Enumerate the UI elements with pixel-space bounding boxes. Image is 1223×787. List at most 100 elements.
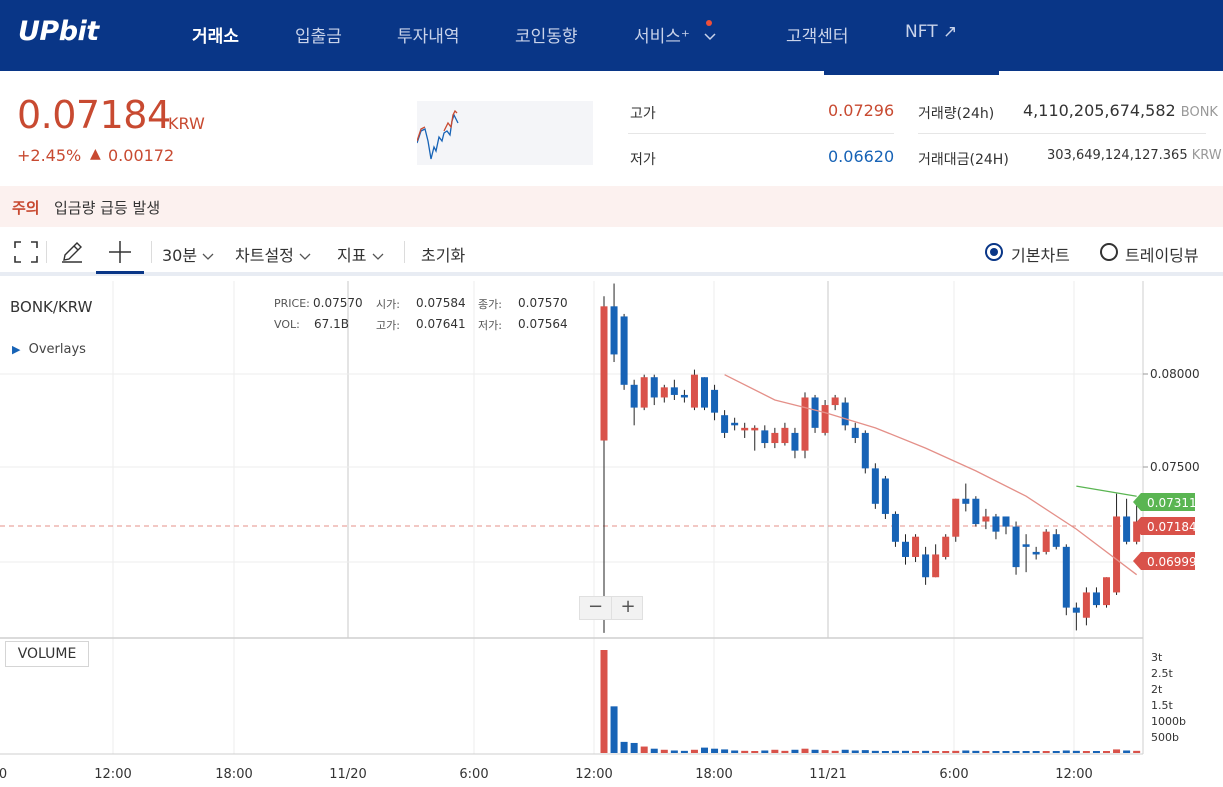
candle-body[interactable]: [1133, 521, 1141, 542]
indicators-menu[interactable]: 지표: [337, 242, 384, 266]
basic-chart-label[interactable]: 기본차트: [1011, 246, 1070, 265]
candle-body[interactable]: [1022, 544, 1030, 547]
volume-bar: [670, 750, 678, 753]
candle-body[interactable]: [982, 516, 990, 522]
nav-indicator: [824, 71, 999, 75]
candle-body[interactable]: [861, 432, 869, 469]
volume-bar: [761, 750, 769, 753]
candle-body[interactable]: [771, 432, 779, 444]
candle-body[interactable]: [701, 377, 708, 408]
candle-body[interactable]: [1002, 516, 1010, 527]
candle-body[interactable]: [680, 394, 688, 398]
fullscreen-icon[interactable]: [14, 241, 38, 263]
candle-body[interactable]: [821, 405, 829, 433]
candle-body[interactable]: [1062, 546, 1070, 608]
candle-body[interactable]: [670, 387, 678, 395]
pencil-icon[interactable]: [60, 240, 84, 264]
chevron-down-icon: [704, 33, 716, 41]
candle-body[interactable]: [932, 554, 940, 578]
interval-select[interactable]: 30분: [162, 242, 214, 266]
nav-customer-center[interactable]: 고객센터: [786, 27, 849, 47]
moving-average-line: [1076, 485, 1137, 497]
nav-deposit-withdraw[interactable]: 입출금: [295, 27, 342, 47]
crosshair-icon[interactable]: [108, 240, 132, 264]
nav-investments[interactable]: 투자내역: [397, 27, 460, 47]
upbit-logo[interactable]: UPbit: [18, 16, 99, 47]
candle-body[interactable]: [761, 430, 769, 444]
volume-bar: [801, 748, 809, 753]
volume-bar: [620, 741, 628, 753]
nav-exchange[interactable]: 거래소: [192, 27, 239, 47]
candle-body[interactable]: [640, 377, 648, 408]
volume-pane-label[interactable]: VOLUME: [5, 641, 89, 667]
candle-body[interactable]: [942, 536, 950, 557]
warning-text: 입금량 급등 발생: [54, 199, 161, 217]
candle-body[interactable]: [650, 377, 658, 398]
candle-body[interactable]: [972, 498, 980, 525]
candle-body[interactable]: [1032, 551, 1040, 555]
reset-button[interactable]: 초기화: [421, 246, 466, 265]
candle-body[interactable]: [660, 387, 668, 398]
zoom-out-button[interactable]: −: [580, 596, 612, 620]
candle-body[interactable]: [600, 306, 608, 441]
volume-bar: [1072, 750, 1080, 753]
candle-body[interactable]: [851, 427, 859, 438]
candle-body[interactable]: [1082, 592, 1090, 618]
candle-body[interactable]: [952, 498, 960, 537]
price-axis: 0.08000 0.07500: [1143, 367, 1200, 474]
amount-24h-value: 303,649,124,127.365 KRW: [1047, 148, 1222, 163]
volume-bar: [1012, 751, 1020, 753]
candle-body[interactable]: [741, 427, 749, 431]
candle-body[interactable]: [902, 541, 909, 557]
nav-coin-trends[interactable]: 코인동향: [515, 27, 578, 47]
candle-body[interactable]: [962, 498, 970, 504]
candle-body[interactable]: [731, 422, 739, 426]
candle-body[interactable]: [721, 415, 729, 433]
candle-body[interactable]: [912, 536, 920, 557]
candle-body[interactable]: [1092, 592, 1100, 606]
tradingview-label[interactable]: 트레이딩뷰: [1125, 246, 1199, 265]
candle-body[interactable]: [1113, 516, 1121, 593]
chevron-down-icon: [372, 253, 384, 260]
volume-bar: [701, 747, 708, 753]
price-tag-text: 0.06999: [1147, 555, 1197, 569]
warning-banner: [0, 186, 1223, 227]
candle-body[interactable]: [751, 427, 759, 431]
candlestick-chart[interactable]: 0.08000 0.07500 0.07311 0.07184 0.06999 …: [0, 281, 1223, 787]
volume-bar: [630, 742, 638, 753]
candle-body[interactable]: [831, 397, 839, 406]
overlays-toggle[interactable]: ▶ Overlays: [12, 342, 86, 357]
candle-body[interactable]: [992, 516, 1000, 532]
nav-nft[interactable]: NFT ↗: [905, 22, 958, 42]
candle-body[interactable]: [1072, 607, 1080, 613]
candle-body[interactable]: [841, 402, 849, 426]
chart-settings-menu[interactable]: 차트설정: [235, 242, 311, 266]
candle-body[interactable]: [791, 432, 799, 451]
candle-body[interactable]: [871, 468, 879, 504]
candle-body[interactable]: [781, 427, 789, 444]
volume-bar: [1113, 749, 1121, 753]
candle-body[interactable]: [1042, 531, 1050, 552]
candle-body[interactable]: [1123, 516, 1131, 542]
candle-body[interactable]: [620, 316, 628, 385]
candle-body[interactable]: [891, 513, 899, 542]
volume-bar: [751, 751, 759, 753]
basic-chart-radio[interactable]: [985, 243, 1003, 261]
candle-body[interactable]: [881, 478, 889, 514]
low-label: 저가: [630, 152, 656, 168]
zoom-in-button[interactable]: +: [620, 596, 636, 617]
candle-body[interactable]: [1052, 534, 1060, 547]
candle-body[interactable]: [801, 397, 809, 451]
candle-body[interactable]: [711, 389, 719, 413]
candle-body[interactable]: [690, 374, 698, 408]
candle-body[interactable]: [630, 384, 638, 408]
volume-axis-label: 2t: [1151, 683, 1163, 696]
divider: [151, 241, 152, 263]
candle-body[interactable]: [610, 306, 618, 355]
tradingview-radio[interactable]: [1100, 243, 1118, 261]
candle-body[interactable]: [1012, 526, 1020, 568]
candle-body[interactable]: [811, 397, 819, 428]
candle-body[interactable]: [922, 554, 930, 578]
candle-body[interactable]: [1103, 577, 1110, 606]
nav-services[interactable]: 서비스⁺: [634, 22, 717, 47]
